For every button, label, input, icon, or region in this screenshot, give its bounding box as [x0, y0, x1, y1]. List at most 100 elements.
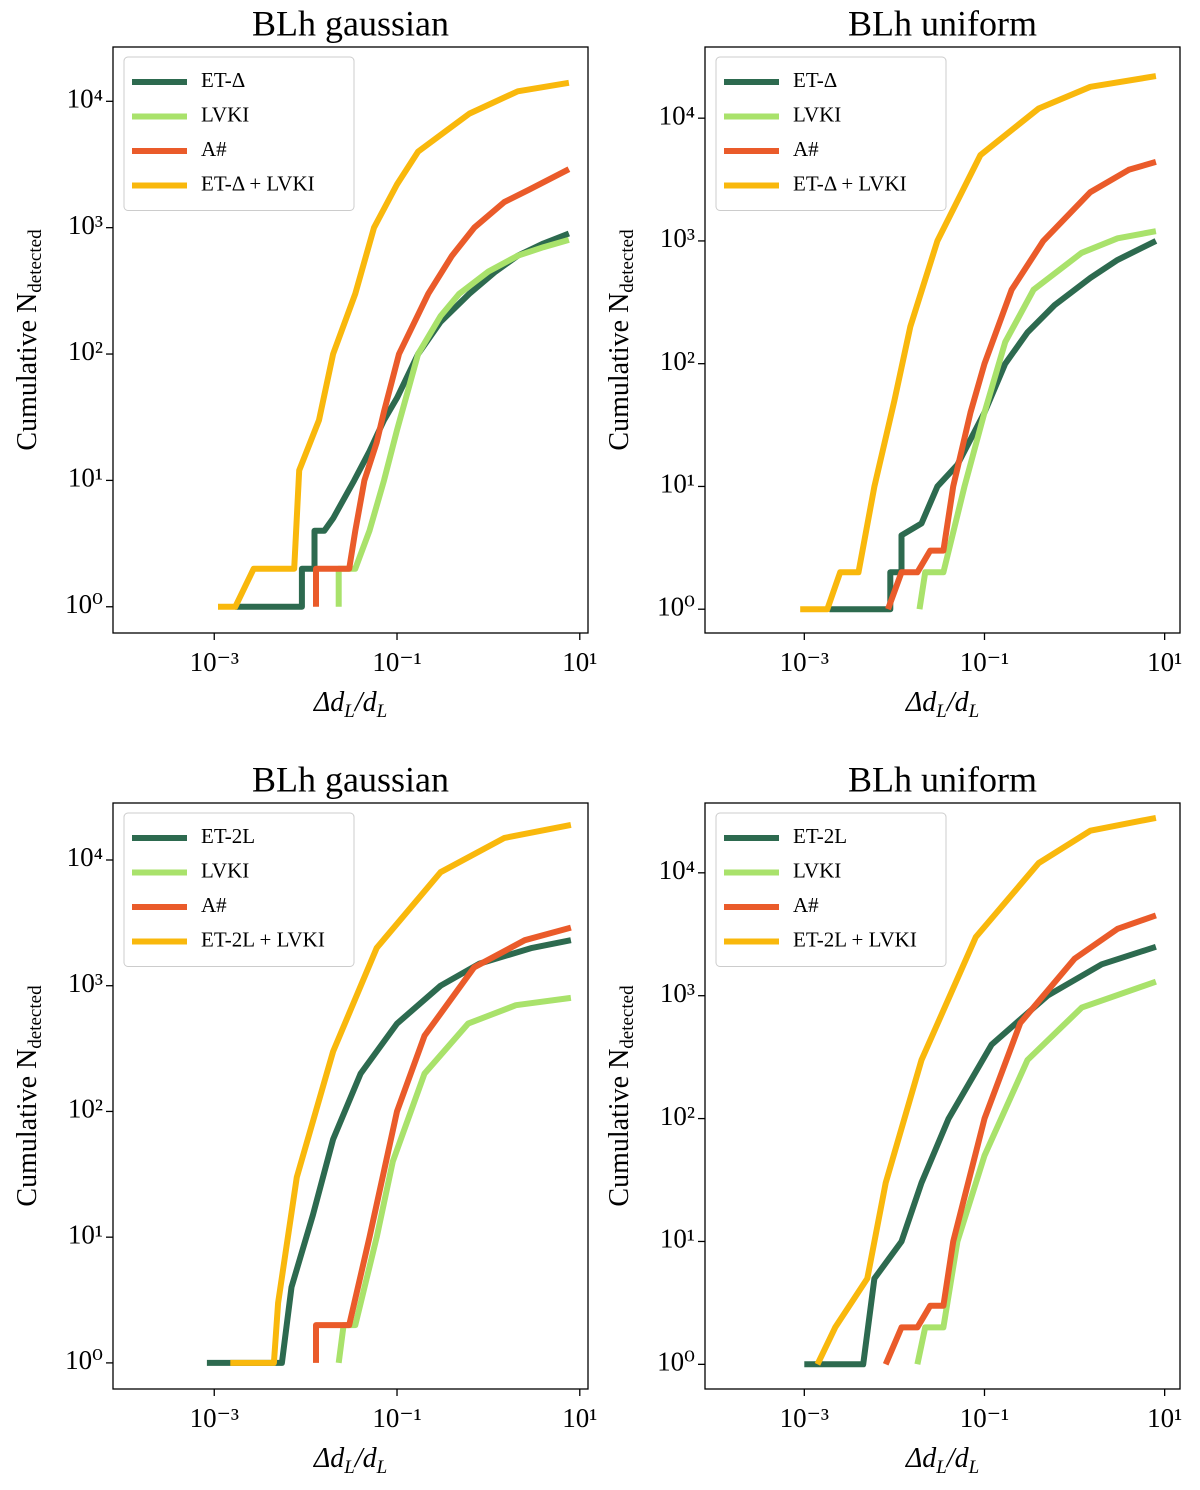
x-label-part: L — [935, 701, 947, 722]
chart-title: BLh gaussian — [252, 3, 449, 43]
legend-label: ET-Δ — [793, 68, 837, 92]
legend-label: LVKI — [793, 858, 841, 882]
y-tick-label: 10² — [660, 1101, 695, 1131]
legend-label: A# — [793, 137, 819, 161]
chart-title: BLh gaussian — [252, 759, 449, 799]
legend-label: ET-2L + LVKI — [201, 927, 325, 951]
y-label-part: detected — [617, 229, 638, 293]
series-line — [230, 821, 572, 1366]
x-axis-label: ΔdL/dL — [313, 687, 387, 722]
x-axis-label: ΔdL/dL — [313, 1443, 387, 1478]
series-line — [814, 814, 1157, 1366]
x-label-part: L — [343, 701, 355, 722]
legend-label: LVKI — [201, 102, 249, 126]
y-axis-label: Cumulative Ndetected — [604, 229, 638, 451]
x-label-part: L — [343, 1457, 355, 1478]
series-line — [916, 228, 1157, 610]
plot-lines — [218, 79, 571, 610]
plot-frame — [704, 46, 1181, 634]
y-axis-label: Cumulative Ndetected — [12, 985, 46, 1207]
y-tick-label: 10⁴ — [67, 84, 103, 114]
legend-box — [715, 812, 947, 967]
legend-label: LVKI — [201, 858, 249, 882]
y-label-part: Cumulative N — [604, 1049, 635, 1207]
chart-title: BLh uniform — [848, 759, 1037, 799]
x-label-part: /d — [945, 1443, 970, 1474]
x-tick-label: 10⁻¹ — [372, 1403, 421, 1433]
plot-frame — [112, 802, 589, 1390]
series-line — [313, 924, 572, 1363]
y-label-part: Cumulative N — [12, 1049, 43, 1207]
series-line — [313, 166, 571, 607]
plot-lines — [804, 814, 1157, 1368]
legend-label: A# — [793, 893, 819, 917]
y-tick-label: 10¹ — [660, 469, 695, 499]
legend-box — [715, 56, 947, 211]
y-tick-label: 10¹ — [68, 1219, 103, 1249]
x-tick-label: 10¹ — [562, 647, 597, 677]
subplot: BLh gaussian 10⁻³ 10⁻¹ 10¹ 10⁰ 10¹ 10² 10³ 10⁴ Δd… — [12, 3, 597, 722]
y-label-part: Cumulative N — [604, 293, 635, 451]
series-line — [800, 73, 1157, 613]
y-label-part: detected — [25, 985, 46, 1049]
series-line — [914, 978, 1157, 1365]
x-tick-label: 10¹ — [1147, 1403, 1182, 1433]
legend-box — [123, 812, 355, 967]
x-label-part: L — [968, 701, 980, 722]
x-axis-label: ΔdL/dL — [905, 687, 979, 722]
y-axis-label: Cumulative Ndetected — [604, 985, 638, 1207]
x-label-part: L — [376, 1457, 388, 1478]
y-axis-label: Cumulative Ndetected — [12, 229, 46, 451]
x-tick-label: 10⁻¹ — [372, 647, 421, 677]
x-tick-label: 10⁻¹ — [960, 647, 1009, 677]
series-line — [335, 237, 570, 607]
x-label-part: /d — [353, 687, 378, 718]
legend-label: ET-Δ + LVKI — [201, 171, 315, 195]
x-tick-label: 10⁻³ — [780, 1403, 829, 1433]
x-label-part: Δd — [313, 1443, 345, 1474]
y-tick-label: 10² — [68, 1094, 103, 1124]
plot-frame — [112, 46, 589, 634]
x-tick-label: 10¹ — [562, 1403, 597, 1433]
x-label-part: Δd — [905, 687, 937, 718]
x-tick-label: 10¹ — [1147, 647, 1182, 677]
y-tick-label: 10⁴ — [67, 842, 103, 872]
legend-label: A# — [201, 893, 227, 917]
y-label-part: detected — [25, 229, 46, 293]
chart-title: BLh uniform — [848, 3, 1037, 43]
x-label-part: L — [935, 1457, 947, 1478]
y-tick-label: 10² — [660, 346, 695, 376]
x-label-part: Δd — [313, 687, 345, 718]
y-tick-label: 10¹ — [68, 463, 103, 493]
y-tick-label: 10³ — [68, 968, 103, 998]
y-tick-label: 10³ — [660, 223, 695, 253]
y-label-part: Cumulative N — [12, 293, 43, 451]
x-tick-label: 10⁻³ — [190, 1403, 239, 1433]
legend-label: LVKI — [793, 102, 841, 126]
y-tick-label: 10⁰ — [657, 591, 695, 621]
legend-label: ET-2L — [793, 824, 847, 848]
x-tick-label: 10⁻¹ — [960, 1403, 1009, 1433]
x-label-part: /d — [353, 1443, 378, 1474]
legend-label: ET-Δ + LVKI — [793, 171, 907, 195]
x-label-part: L — [968, 1457, 980, 1478]
y-tick-label: 10⁰ — [65, 589, 103, 619]
y-tick-label: 10² — [68, 336, 103, 366]
plot-lines — [800, 73, 1158, 613]
subplot: BLh gaussian 10⁻³ 10⁻¹ 10¹ 10⁰ 10¹ 10² 10³ 10⁴ Δd… — [12, 759, 597, 1478]
series-line — [829, 238, 1158, 613]
legend-label: A# — [201, 137, 227, 161]
x-label-part: Δd — [905, 1443, 937, 1474]
legend-box — [123, 56, 355, 211]
legend-label: ET-2L + LVKI — [793, 927, 917, 951]
x-tick-label: 10⁻³ — [780, 647, 829, 677]
series-line — [882, 912, 1157, 1366]
legend-label: ET-2L — [201, 824, 255, 848]
y-tick-label: 10⁰ — [657, 1347, 695, 1377]
series-line — [804, 943, 1157, 1368]
x-axis-label: ΔdL/dL — [905, 1443, 979, 1478]
y-tick-label: 10¹ — [660, 1224, 695, 1254]
y-tick-label: 10⁰ — [65, 1345, 103, 1375]
